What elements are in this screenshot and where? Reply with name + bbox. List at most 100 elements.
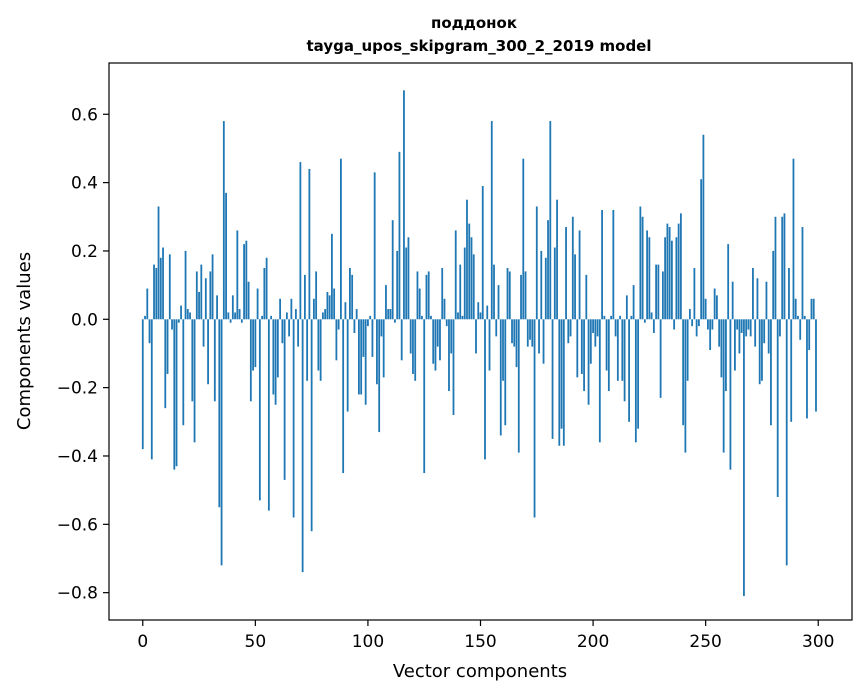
bar-98 (362, 319, 365, 357)
bar-23 (193, 319, 196, 443)
bar-75 (310, 319, 313, 532)
bar-274 (758, 319, 761, 385)
bar-132 (439, 319, 441, 361)
bar-123 (418, 288, 421, 320)
bar-104 (376, 319, 378, 385)
bar-48 (249, 319, 252, 402)
bar-135 (445, 319, 448, 327)
bar-103 (373, 172, 376, 320)
bar-168 (520, 274, 522, 320)
bar-29 (207, 319, 209, 385)
bar-234 (668, 227, 671, 320)
bar-12 (168, 254, 171, 320)
bar-287 (788, 268, 790, 320)
bar-0 (141, 319, 144, 450)
bar-143 (463, 247, 466, 320)
bar-79 (319, 319, 322, 381)
bar-299 (815, 319, 817, 412)
bar-56 (267, 319, 270, 511)
bar-278 (767, 319, 770, 354)
bar-146 (470, 237, 473, 320)
bar-94 (353, 319, 356, 333)
y-tick-label: 0.4 (71, 174, 98, 194)
bar-120 (412, 319, 414, 374)
bar-74 (308, 168, 311, 320)
y-axis: −0.8 −0.6 −0.4 −0.2 0.0 0.2 0.4 0.6 (57, 105, 109, 604)
bar-18 (182, 319, 185, 426)
bar-61 (279, 298, 282, 320)
bar-147 (472, 254, 475, 320)
bar-257 (720, 319, 723, 378)
x-axis-label: Vector components (393, 661, 567, 682)
bar-204 (601, 209, 603, 320)
y-tick-label: −0.8 (57, 584, 98, 604)
bar-159 (499, 319, 502, 436)
bar-157 (495, 319, 498, 337)
y-tick-label: 0.2 (71, 242, 98, 262)
bar-36 (222, 121, 225, 320)
bar-268 (745, 319, 748, 337)
bar-44 (240, 319, 243, 323)
bar-31 (211, 254, 214, 320)
bar-280 (772, 250, 775, 320)
bar-296 (808, 319, 811, 351)
bar-78 (317, 319, 320, 371)
bar-262 (731, 281, 734, 320)
bar-137 (450, 319, 453, 354)
bar-228 (655, 264, 658, 320)
bar-187 (562, 319, 565, 446)
bar-247 (698, 319, 700, 327)
bar-1 (144, 315, 146, 320)
y-tick-label: 0.6 (71, 105, 98, 125)
bar-175 (535, 206, 538, 320)
bar-189 (567, 319, 570, 344)
bar-141 (459, 264, 462, 320)
bar-198 (587, 319, 590, 405)
bar-196 (583, 319, 585, 392)
bar-263 (734, 319, 736, 371)
bar-144 (466, 199, 468, 320)
y-tick-label: −0.4 (57, 447, 98, 467)
bar-71 (301, 319, 304, 573)
bar-260 (727, 244, 730, 320)
bar-194 (578, 230, 581, 320)
bar-30 (209, 271, 212, 320)
bar-102 (371, 319, 374, 357)
bar-216 (628, 319, 630, 422)
bar-295 (806, 319, 808, 419)
bar-161 (504, 319, 507, 426)
bar-105 (378, 319, 381, 433)
bar-167 (517, 319, 520, 453)
bar-109 (387, 309, 390, 320)
bar-57 (270, 315, 273, 320)
bar-208 (610, 315, 612, 320)
x-tick-label: 150 (464, 632, 496, 652)
bar-285 (783, 213, 786, 320)
bar-130 (434, 319, 437, 371)
bar-154 (488, 319, 491, 371)
bar-224 (646, 230, 649, 320)
bar-50 (254, 319, 257, 368)
bar-32 (213, 319, 216, 402)
bar-183 (553, 247, 556, 320)
x-axis: 0 50 100 150 200 250 300 (137, 620, 834, 652)
bar-13 (171, 319, 173, 330)
bar-298 (812, 298, 815, 320)
bar-28 (204, 278, 207, 320)
bar-220 (637, 319, 640, 429)
bar-193 (576, 319, 579, 378)
bar-261 (729, 319, 732, 470)
bar-21 (189, 312, 191, 320)
bar-22 (191, 319, 194, 402)
bar-240 (682, 319, 685, 426)
bar-140 (457, 312, 459, 320)
bar-112 (394, 319, 396, 323)
bar-279 (770, 319, 772, 426)
bar-169 (522, 158, 525, 320)
bar-107 (382, 319, 385, 378)
bar-271 (752, 268, 754, 320)
bar-211 (616, 319, 619, 381)
bar-91 (346, 319, 349, 412)
bar-125 (423, 319, 426, 474)
